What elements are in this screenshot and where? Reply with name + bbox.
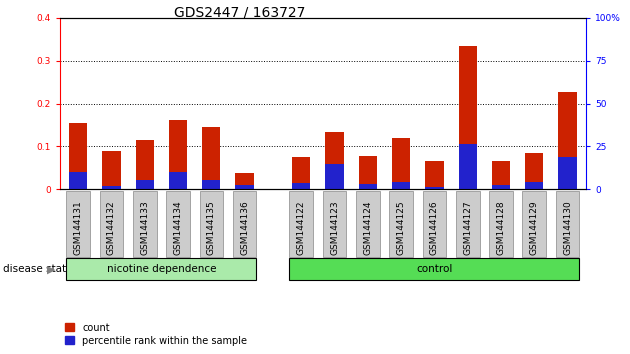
Bar [459, 46, 477, 189]
Text: GSM144123: GSM144123 [330, 200, 339, 255]
Bar [358, 184, 377, 189]
Bar [558, 92, 576, 189]
Bar [459, 144, 477, 189]
Text: control: control [416, 264, 452, 274]
Bar [558, 157, 576, 189]
Text: GSM144128: GSM144128 [496, 200, 505, 255]
Bar [392, 182, 410, 189]
Text: ▶: ▶ [47, 264, 55, 274]
Bar [492, 161, 510, 189]
Text: GSM144132: GSM144132 [107, 200, 116, 255]
Bar [69, 172, 88, 189]
Bar [135, 180, 154, 189]
Bar [292, 157, 311, 189]
Text: GSM144130: GSM144130 [563, 200, 572, 255]
Text: GSM144136: GSM144136 [240, 200, 249, 255]
Text: GSM144134: GSM144134 [173, 200, 183, 255]
Bar [102, 151, 120, 189]
Text: nicotine dependence: nicotine dependence [106, 264, 216, 274]
Text: GSM144129: GSM144129 [530, 200, 539, 255]
Text: GSM144135: GSM144135 [207, 200, 216, 255]
Text: GSM144131: GSM144131 [74, 200, 83, 255]
Bar [102, 186, 120, 189]
Bar [135, 140, 154, 189]
Bar [69, 123, 88, 189]
Bar [425, 161, 444, 189]
Bar [292, 183, 311, 189]
Text: disease state: disease state [3, 264, 72, 274]
Legend: count, percentile rank within the sample: count, percentile rank within the sample [65, 323, 247, 346]
Bar [425, 187, 444, 189]
Bar [169, 120, 187, 189]
Text: GSM144126: GSM144126 [430, 200, 439, 255]
Text: GSM144127: GSM144127 [463, 200, 472, 255]
Bar [236, 185, 254, 189]
Text: GSM144122: GSM144122 [297, 200, 306, 255]
Text: GSM144124: GSM144124 [364, 200, 372, 255]
Text: GDS2447 / 163727: GDS2447 / 163727 [174, 5, 305, 19]
Bar [492, 185, 510, 189]
Bar [202, 180, 220, 189]
Text: GSM144133: GSM144133 [140, 200, 149, 255]
Bar [236, 173, 254, 189]
Bar [525, 182, 544, 189]
Text: GSM144125: GSM144125 [397, 200, 406, 255]
Bar [392, 138, 410, 189]
Bar [325, 132, 344, 189]
Bar [202, 127, 220, 189]
Bar [325, 164, 344, 189]
Bar [358, 156, 377, 189]
Bar [525, 153, 544, 189]
Bar [169, 172, 187, 189]
